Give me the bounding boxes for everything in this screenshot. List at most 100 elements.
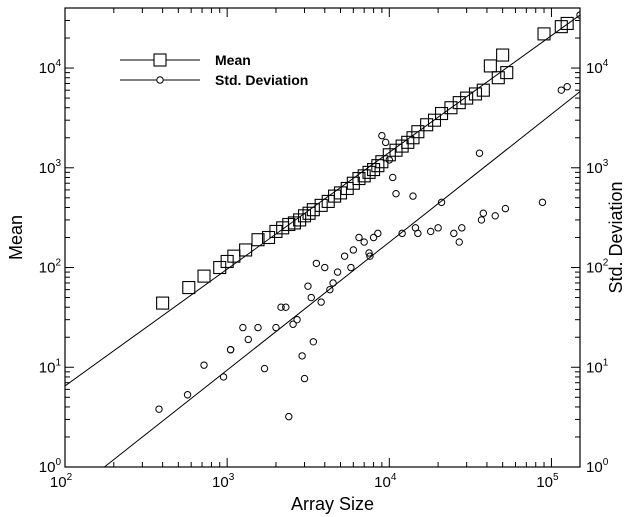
mean-point: [382, 148, 396, 162]
std-deviation-point: [563, 83, 571, 91]
std-deviation-point: [219, 373, 228, 381]
x-tick-label: 105: [536, 472, 559, 491]
plot-area: [64, 7, 581, 468]
std-deviation-point: [374, 229, 382, 238]
mean-point: [156, 296, 170, 310]
std-deviation-point: [501, 204, 510, 213]
mean-point: [460, 91, 474, 105]
y-tick-label-right: 102: [586, 258, 609, 277]
legend-circle-marker: [156, 76, 164, 84]
mean-point: [314, 198, 328, 212]
tick-base: 10: [586, 60, 603, 77]
tick-exponent: 4: [603, 58, 609, 69]
data-points: [155, 11, 580, 421]
mean-point: [306, 203, 320, 217]
std-deviation-point: [321, 263, 329, 272]
mean-point: [239, 243, 253, 257]
mean-point: [496, 48, 510, 62]
x-tick-label: 103: [212, 472, 235, 491]
std-deviation-point: [426, 227, 435, 236]
mean-point: [227, 249, 241, 263]
tick-base: 10: [374, 474, 391, 491]
tick-base: 10: [39, 160, 56, 177]
mean-point: [293, 213, 307, 227]
std-deviation-point: [378, 131, 386, 140]
x-tick-label: 104: [374, 472, 397, 491]
std-deviation-point: [366, 252, 374, 260]
mean-point: [287, 216, 301, 230]
std-deviation-point: [576, 11, 580, 19]
std-deviation-point: [289, 320, 297, 328]
y-tick-label-left: 100: [39, 457, 62, 476]
y-tick-label-right: 101: [586, 357, 609, 376]
tick-base: 10: [212, 474, 229, 491]
std-deviation-point: [365, 249, 373, 257]
std-deviation-point: [254, 323, 262, 332]
mean-point: [401, 135, 415, 149]
std-deviation-point: [309, 338, 318, 346]
std-deviation-point: [226, 345, 235, 354]
mean-point: [468, 87, 483, 101]
mean-point: [269, 224, 283, 238]
std-deviation-point: [479, 209, 488, 217]
tick-exponent: 1: [603, 357, 609, 368]
std-deviation-point: [293, 315, 301, 324]
mean-point: [302, 206, 316, 220]
mean-point: [444, 101, 458, 115]
std-deviation-point: [317, 298, 325, 306]
legend-label: Mean: [215, 52, 251, 68]
tick-exponent: 5: [553, 472, 559, 483]
y-tick-label-left: 104: [39, 58, 62, 77]
std-deviation-point: [244, 335, 252, 344]
mean-point: [500, 66, 514, 80]
std-deviation-point: [434, 224, 442, 232]
mean-point: [362, 165, 376, 179]
std-deviation-point: [300, 374, 309, 383]
std-deviation-point: [398, 229, 406, 238]
tick-exponent: 0: [55, 457, 61, 468]
fit-lines: [64, 14, 581, 468]
std-deviation-point: [298, 352, 306, 360]
std-deviation-point: [326, 285, 334, 294]
mean-point: [182, 280, 196, 295]
mean-point: [420, 118, 434, 132]
legend-label: Std. Deviation: [215, 72, 308, 88]
tick-exponent: 0: [603, 457, 609, 468]
x-tick-label: 102: [50, 472, 73, 491]
tick-base: 10: [586, 160, 603, 177]
std-deviation-point: [285, 412, 293, 421]
mean-point: [371, 159, 385, 173]
mean-point: [537, 27, 551, 41]
tick-exponent: 2: [603, 258, 609, 269]
tick-base: 10: [536, 474, 553, 491]
std-deviation-point: [282, 303, 290, 311]
std-deviation-point: [392, 189, 400, 198]
mean-point: [427, 113, 442, 127]
mean-point: [491, 71, 505, 85]
std-deviation-point: [385, 156, 393, 164]
std-deviation-point: [458, 224, 466, 232]
std-deviation-point: [349, 246, 358, 254]
std-deviation-point: [183, 391, 192, 399]
y-axis-right-title: Std. Deviation: [606, 181, 626, 293]
plot-border: [64, 7, 581, 468]
mean-point: [483, 59, 497, 73]
tick-exponent: 4: [391, 472, 397, 483]
std-deviation-point: [414, 229, 422, 238]
std-deviation-point: [239, 323, 247, 332]
std-deviation-point: [409, 192, 417, 200]
y-tick-label-right: 100: [586, 457, 609, 476]
std-deviation-point: [369, 233, 378, 242]
std-deviation-point: [272, 323, 280, 332]
tick-base: 10: [39, 260, 56, 277]
tick-base: 10: [39, 359, 56, 376]
std-deviation-point: [200, 361, 208, 369]
std-deviation-point: [381, 138, 390, 147]
y-tick-label-left: 101: [39, 357, 62, 376]
tick-exponent: 4: [55, 58, 61, 69]
mean-point: [333, 186, 348, 200]
std-deviation-point: [329, 279, 337, 287]
tick-base: 10: [586, 459, 603, 476]
